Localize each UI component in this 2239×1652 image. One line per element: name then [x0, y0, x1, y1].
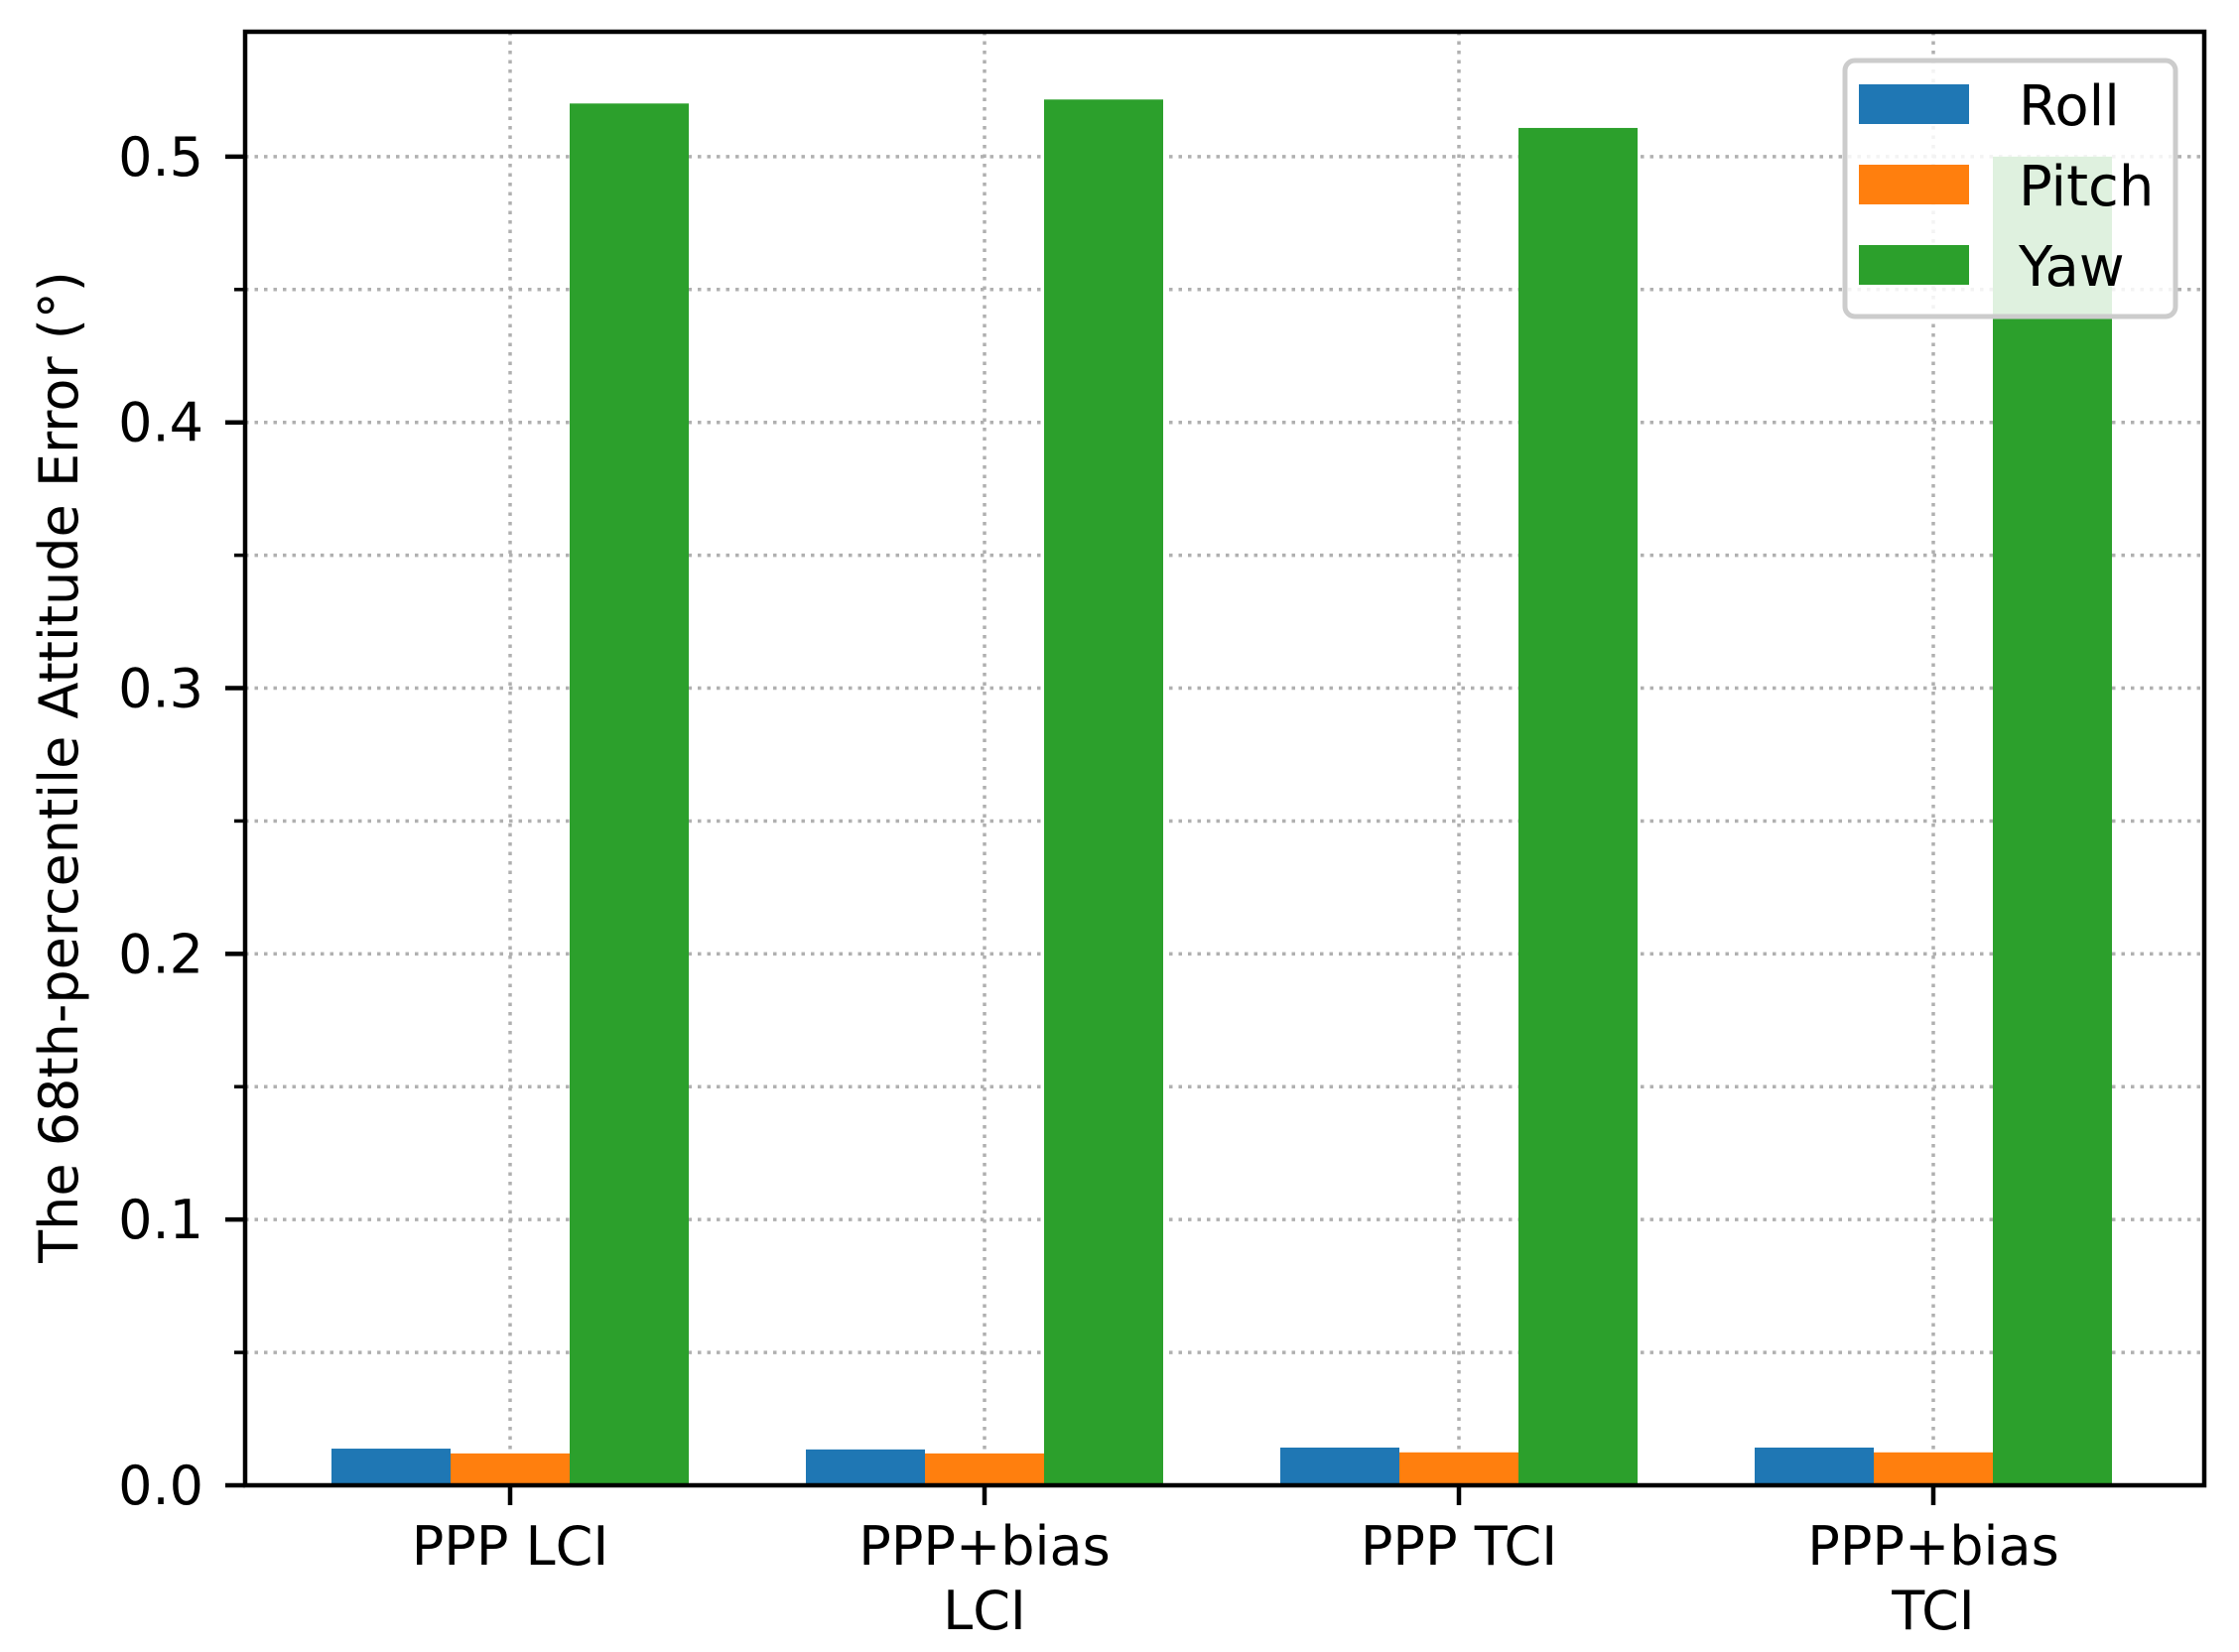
y-tick-label: 0.2 — [118, 923, 203, 985]
bar-pitch — [925, 1453, 1044, 1485]
y-tick-label: 0.1 — [118, 1189, 203, 1251]
bar-yaw — [1993, 156, 2112, 1485]
bar-pitch — [1874, 1452, 1993, 1485]
y-tick-label: 0.5 — [118, 126, 203, 189]
legend-swatch-pitch — [1859, 165, 1969, 204]
x-tick-label: PPP+bias — [1807, 1515, 2058, 1578]
bar-pitch — [451, 1453, 570, 1485]
bar-roll — [331, 1449, 451, 1485]
bar-roll — [1280, 1447, 1399, 1485]
axes-frame — [242, 29, 2207, 1488]
y-tick-label: 0.3 — [118, 658, 203, 720]
x-tick-label: TCI — [1891, 1580, 1974, 1642]
legend: Roll Pitch Yaw — [1842, 58, 2178, 319]
bar-yaw — [570, 103, 689, 1485]
bar-yaw — [1518, 127, 1638, 1485]
x-tick-label: PPP TCI — [1361, 1515, 1557, 1578]
bar-roll — [806, 1449, 925, 1485]
x-tick-label: PPP LCI — [412, 1515, 609, 1578]
legend-label-yaw: Yaw — [2018, 235, 2125, 300]
y-tick-label: 0.0 — [118, 1455, 203, 1517]
y-tick-label: 0.4 — [118, 392, 203, 454]
bar-pitch — [1399, 1452, 1518, 1485]
bar-roll — [1755, 1447, 1874, 1485]
legend-swatch-yaw — [1859, 245, 1969, 285]
legend-label-pitch: Pitch — [2019, 155, 2154, 219]
y-axis-label: The 68th-percentile Attitude Error (°) — [28, 271, 90, 1264]
bar-yaw — [1044, 99, 1163, 1485]
legend-swatch-roll — [1859, 84, 1969, 124]
x-tick-label: LCI — [943, 1580, 1026, 1642]
x-tick-label: PPP+bias — [858, 1515, 1110, 1578]
legend-label-roll: Roll — [2019, 74, 2120, 139]
bars — [331, 99, 2112, 1485]
